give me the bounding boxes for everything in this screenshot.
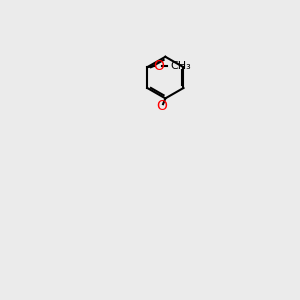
Text: O: O	[157, 100, 167, 113]
Text: O: O	[153, 59, 164, 73]
Text: CH₃: CH₃	[170, 61, 191, 71]
